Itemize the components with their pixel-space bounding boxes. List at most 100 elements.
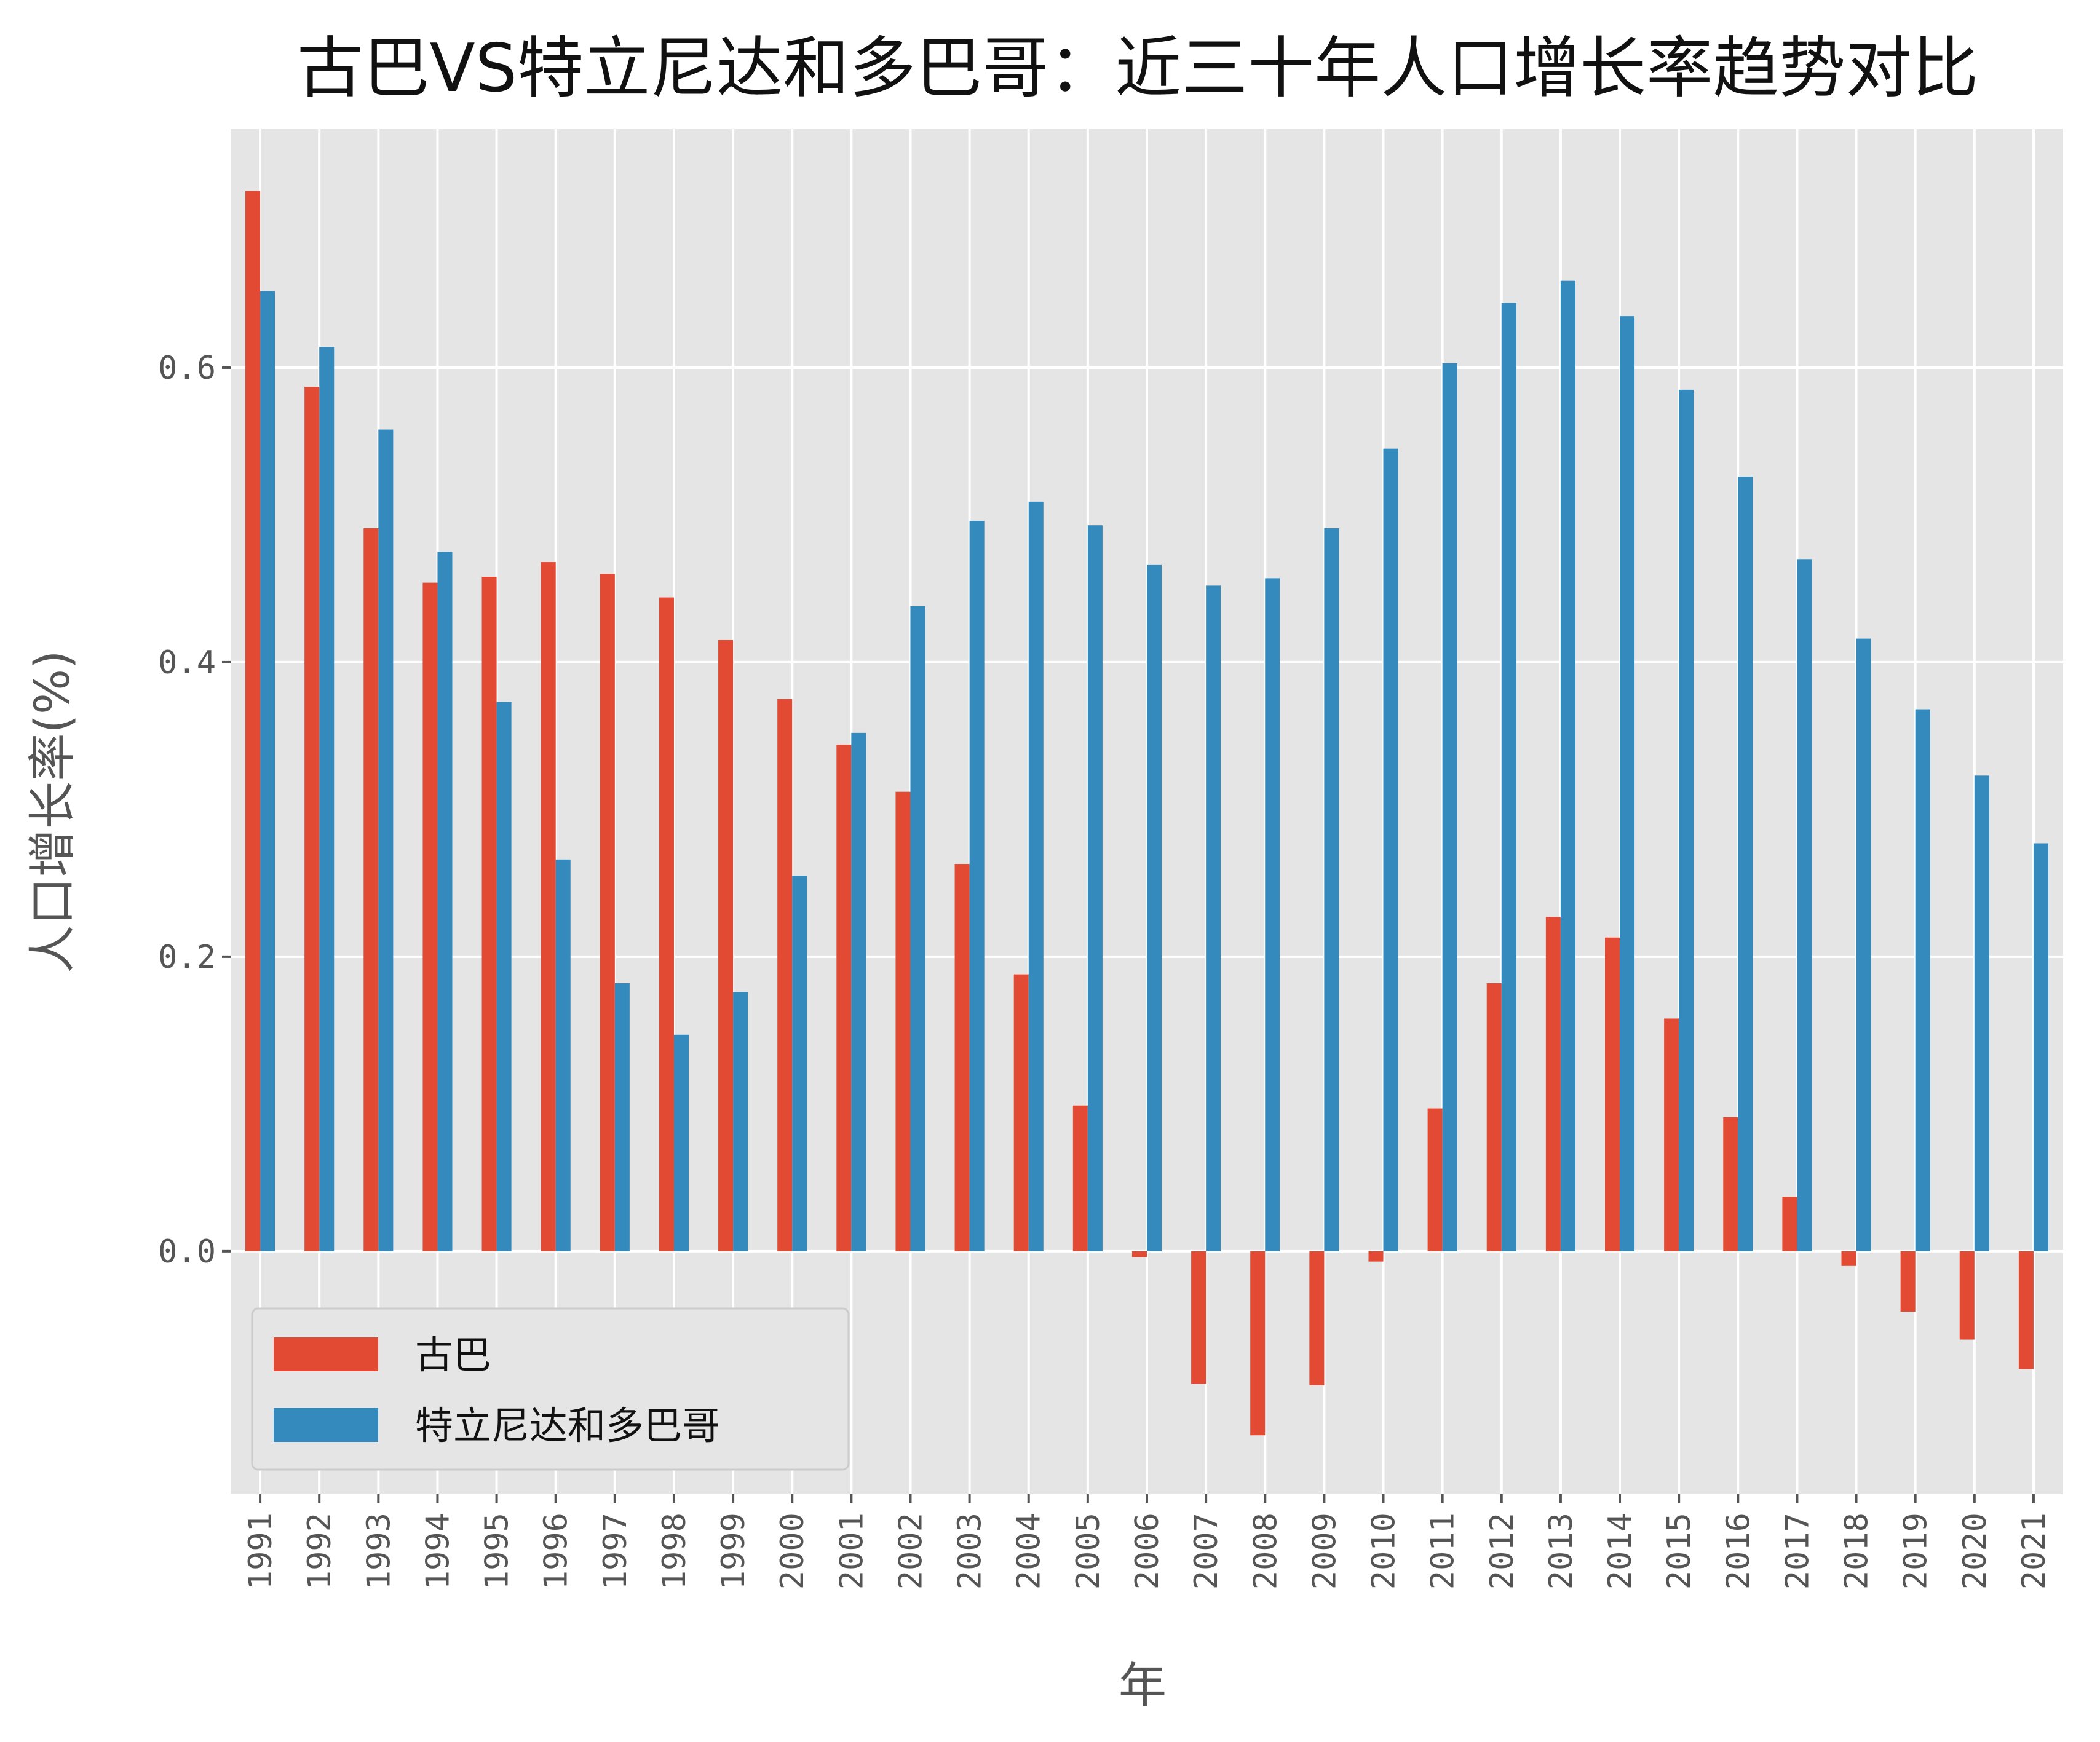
x-tick-label: 2004	[1011, 1513, 1048, 1590]
x-tick-label: 2017	[1779, 1513, 1816, 1590]
bar-cuba-2018	[1841, 1251, 1856, 1266]
y-axis-label: 人口增长率(%)	[25, 651, 81, 973]
x-tick-label: 1998	[656, 1513, 693, 1590]
bar-trinidad-2007	[1206, 585, 1221, 1251]
bar-cuba-1998	[659, 597, 674, 1251]
bar-trinidad-1995	[496, 702, 512, 1251]
y-tick-label: 0.2	[158, 939, 216, 976]
bar-cuba-2011	[1427, 1108, 1443, 1251]
bar-trinidad-2019	[1915, 709, 1930, 1251]
bar-cuba-2005	[1072, 1105, 1088, 1251]
x-tick-label: 2005	[1070, 1513, 1107, 1590]
x-tick-label: 2014	[1602, 1513, 1639, 1590]
legend-box	[251, 1307, 850, 1471]
x-tick-label: 1992	[301, 1513, 338, 1590]
x-tick-label: 2013	[1543, 1513, 1580, 1590]
bar-trinidad-2004	[1028, 501, 1044, 1251]
bar-trinidad-1999	[733, 992, 748, 1251]
bar-trinidad-2014	[1620, 316, 1635, 1251]
x-tick-label: 2003	[952, 1513, 989, 1590]
x-tick-label: 2007	[1188, 1513, 1225, 1590]
x-tick-label: 1996	[538, 1513, 575, 1590]
bar-cuba-2015	[1664, 1018, 1679, 1251]
bar-trinidad-2016	[1738, 477, 1753, 1251]
bar-cuba-2003	[954, 864, 970, 1251]
bar-cuba-1992	[304, 387, 320, 1251]
bar-cuba-2014	[1605, 937, 1620, 1251]
bar-cuba-2017	[1782, 1197, 1797, 1251]
bar-cuba-2002	[895, 791, 911, 1251]
x-tick-label: 2021	[2016, 1513, 2053, 1590]
bar-trinidad-1993	[378, 429, 394, 1251]
bar-cuba-2020	[1959, 1251, 1975, 1340]
bar-cuba-2004	[1013, 974, 1029, 1251]
x-tick-label: 2011	[1425, 1513, 1462, 1590]
bar-cuba-1999	[718, 640, 734, 1251]
x-tick-label: 1999	[715, 1513, 752, 1590]
x-tick-label: 2001	[833, 1513, 870, 1590]
bar-cuba-1996	[541, 562, 556, 1251]
bar-trinidad-2017	[1797, 559, 1812, 1251]
bar-trinidad-1997	[614, 983, 630, 1251]
bar-trinidad-2021	[2033, 843, 2048, 1251]
bar-cuba-2008	[1250, 1251, 1266, 1436]
bar-cuba-2021	[2018, 1251, 2034, 1369]
legend-swatch-trinidad	[274, 1408, 378, 1442]
x-tick-label: 2002	[892, 1513, 929, 1590]
bar-trinidad-2000	[792, 876, 807, 1251]
bar-trinidad-2011	[1442, 363, 1457, 1251]
legend-swatch-cuba	[274, 1337, 378, 1371]
x-tick-label: 2000	[774, 1513, 811, 1590]
legend-label-trinidad: 特立尼达和多巴哥	[415, 1403, 720, 1448]
x-tick-label: 1991	[242, 1513, 279, 1590]
bar-cuba-1995	[481, 577, 497, 1251]
bars	[245, 191, 2048, 1436]
bar-trinidad-2003	[969, 521, 985, 1251]
bar-trinidad-2009	[1324, 528, 1339, 1251]
bar-trinidad-1992	[319, 347, 335, 1251]
bar-cuba-2019	[1900, 1251, 1916, 1312]
chart-title: 古巴VS特立尼达和多巴哥：近三十年人口增长率趋势对比	[297, 30, 1978, 107]
x-tick-label: 2018	[1839, 1513, 1876, 1590]
bar-cuba-2010	[1368, 1251, 1384, 1262]
bar-trinidad-2005	[1087, 525, 1103, 1251]
bar-trinidad-2002	[910, 606, 925, 1251]
x-tick-label: 2012	[1484, 1513, 1521, 1590]
bar-cuba-2007	[1191, 1251, 1207, 1384]
bar-trinidad-2012	[1501, 303, 1516, 1251]
bar-cuba-2012	[1486, 983, 1502, 1251]
x-axis-label: 年	[1119, 1658, 1167, 1714]
x-tick-label: 1994	[419, 1513, 456, 1590]
x-tick-label: 2019	[1898, 1513, 1935, 1590]
x-tick-label: 2010	[1366, 1513, 1403, 1590]
x-tick-label: 2015	[1661, 1513, 1698, 1590]
bar-cuba-1991	[245, 191, 261, 1251]
bar-trinidad-2008	[1265, 578, 1280, 1251]
x-tick-label: 1997	[597, 1513, 634, 1590]
bar-cuba-2016	[1723, 1117, 1738, 1251]
bar-trinidad-1996	[555, 859, 571, 1251]
bar-cuba-1993	[363, 528, 379, 1251]
x-tick-label: 2009	[1306, 1513, 1343, 1590]
y-tick-label: 0.6	[158, 350, 216, 387]
bar-trinidad-2001	[851, 732, 866, 1251]
legend: 古巴 特立尼达和多巴哥	[251, 1307, 850, 1471]
bar-trinidad-2013	[1560, 280, 1575, 1251]
bar-trinidad-2020	[1974, 775, 1989, 1251]
bar-trinidad-1998	[673, 1034, 689, 1251]
bar-trinidad-1991	[260, 291, 275, 1251]
axis-ticks: 0.0 0.2 0.4 0.6 1991 1992 1993 1994 1995 1996 1997…	[158, 350, 2053, 1590]
y-tick-label: 0.0	[158, 1233, 216, 1270]
bar-cuba-1997	[600, 574, 615, 1251]
bar-trinidad-2018	[1856, 638, 1871, 1251]
x-tick-label: 1995	[479, 1513, 516, 1590]
bar-trinidad-2006	[1147, 564, 1162, 1251]
bar-cuba-2013	[1545, 917, 1561, 1251]
x-tick-label: 2008	[1247, 1513, 1284, 1590]
bar-cuba-2009	[1309, 1251, 1325, 1385]
bar-cuba-2006	[1131, 1251, 1147, 1257]
x-tick-label: 2020	[1957, 1513, 1994, 1590]
x-tick-label: 2006	[1129, 1513, 1166, 1590]
bar-trinidad-1994	[437, 552, 453, 1251]
